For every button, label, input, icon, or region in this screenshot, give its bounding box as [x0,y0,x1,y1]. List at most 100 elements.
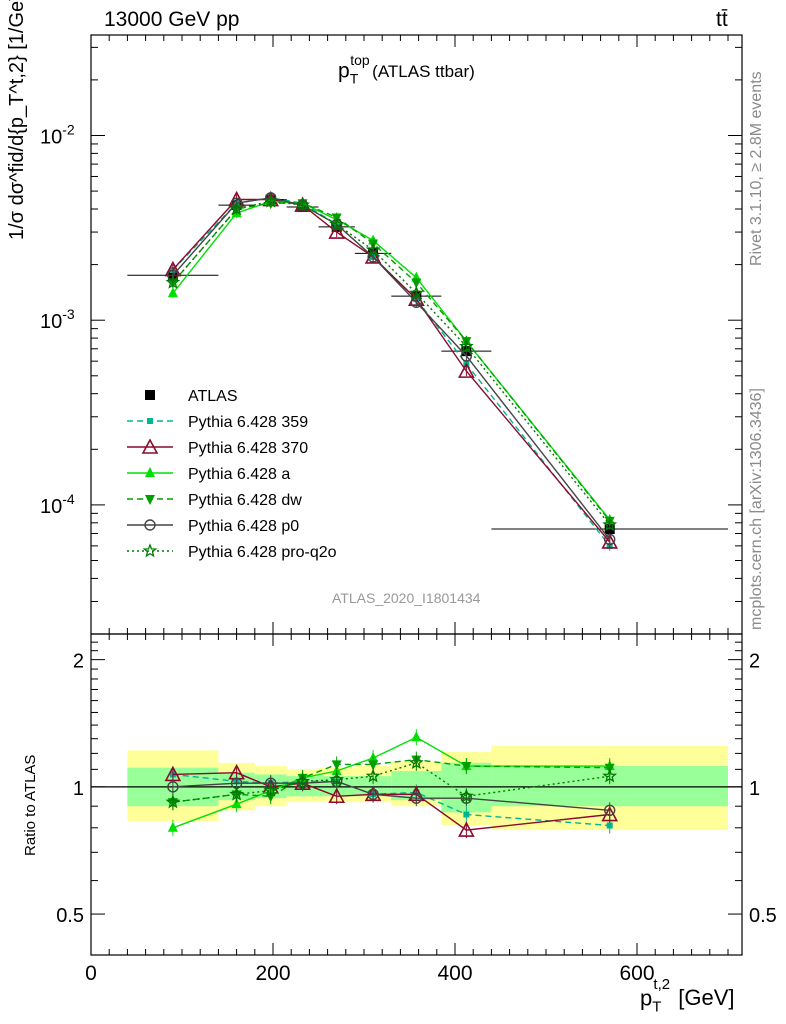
legend-entry: Pythia 6.428 a [127,466,290,483]
title-sup: top [350,52,370,68]
legend-marker [145,467,155,477]
legend-entry: Pythia 6.428 pro-q2o [127,543,337,561]
x-axis-label: pTt,2 [GeV] [640,976,740,1016]
x-axis-label-sup: t,2 [653,976,671,993]
series-line [172,197,611,540]
ratio-y-tick-label-right: 0.5 [749,905,777,927]
ratio-point [167,781,179,793]
axes: 0 200 400 600 10-2 10-3 10-4 2 2 1 1 0.5 0.5 [40,34,777,985]
data-point [458,362,475,378]
ratio-point [602,768,618,783]
legend-marker [147,418,153,424]
x-tick-label: 200 [255,962,290,985]
data-point [604,533,616,546]
ratio-point [461,762,472,773]
legend-entry: Pythia 6.428 370 [127,438,308,457]
data-point [408,285,424,300]
ratio-point [604,804,616,817]
legend-label: Pythia 6.428 p0 [188,518,299,535]
data-point [364,248,382,264]
legend-entry: Pythia 6.428 p0 [127,518,299,535]
data-point [263,193,279,208]
legend-label: Pythia 6.428 359 [188,414,308,431]
ratio-point [263,782,279,797]
ratio-point [459,788,474,803]
main-y-tick-label: 10-4 [40,491,75,518]
ratio-point [331,760,342,771]
data-point [411,278,422,289]
ratio-uncertainty-bands [127,745,728,831]
x-axis-label-sub: T [652,998,662,1016]
legend-entry: Pythia 6.428 359 [127,414,308,431]
ratio-point [606,822,613,829]
x-tick-label: 600 [619,962,654,985]
data-point [295,197,311,212]
main-y-tick-label: 10-2 [40,121,75,148]
ratio-y-axis-label-text: Ratio to ATLAS [22,754,39,856]
data-point [167,287,178,298]
data-point [328,223,346,239]
ratio-y-axis-label: Ratio to ATLAS [22,755,39,856]
ratio-point [367,788,379,801]
ratio-point [463,811,470,818]
ratio-point [165,794,181,809]
legend-marker [141,438,159,454]
ratio-point [231,798,242,809]
data-point [329,216,345,231]
data-point [229,201,244,216]
process-label: tt̄ [716,8,728,31]
series-pythia-6-428-pro-q2o [165,193,618,532]
analysis-watermark: ATLAS_2020_I1801434 [332,590,481,606]
main-plot-title: pTtop (ATLAS ttbar) [338,52,485,87]
ratio-series-pythia-6-428-dw [167,751,615,811]
legend-label: ATLAS [188,388,238,405]
main-y-axis-label-text: 1/σ dσ^fid/d{p_T^t,2} [1/GeV] [6,0,28,240]
ratio-y-tick-label-right: 2 [749,651,760,673]
ratio-point [328,787,346,804]
ratio-y-tick-label-left: 1 [73,778,84,800]
legend-entry: Pythia 6.428 dw [127,492,302,509]
title-sub: T [349,70,359,87]
ratio-point [410,792,423,804]
data-point [602,516,618,532]
legend-label: Pythia 6.428 dw [188,492,302,509]
data-point [601,533,619,549]
ratio-point [229,786,244,801]
x-tick-label: 0 [85,962,97,985]
main-plot-series [127,190,728,551]
main-y-tick-label: 10-3 [40,306,75,333]
ratio-point [295,773,311,788]
ratio-point [167,821,178,832]
ratio-point [408,755,424,770]
ratio-series-pythia-6-428-pro-q2o [165,754,618,811]
title-rest: (ATLAS ttbar) [372,62,475,82]
x-axis-label-unit: [GeV] [678,985,735,1011]
ratio-plot-series [164,729,619,839]
mcplots-reference-label: mcplots.cern.ch [arXiv:1306.3436] [748,388,765,630]
legend-marker [145,495,155,505]
legend-label: Pythia 6.428 pro-q2o [188,544,337,561]
legend-label: Pythia 6.428 370 [188,440,308,457]
title-main: p [338,59,350,83]
ratio-y-tick-label-left: 2 [73,651,84,673]
ratio-point [365,768,381,783]
x-tick-label: 400 [437,962,472,985]
legend: ATLAS Pythia 6.428 359 Pythia 6.428 370 Pyt… [127,388,337,561]
ratio-point [329,771,345,786]
data-point [459,338,474,353]
ratio-y-tick-label-left: 0.5 [56,905,84,927]
x-axis-label-main: p [640,985,653,1011]
beam-energy-label: 13000 GeV pp [104,8,240,31]
rivet-version-label: Rivet 3.1.10, ≥ 2.8M events [748,71,765,266]
legend-label: Pythia 6.428 a [188,466,290,483]
legend-marker [145,390,155,400]
data-point [365,242,381,257]
series-atlas [127,194,728,535]
series-line [172,198,611,543]
ratio-point [458,821,475,837]
ratio-plot-frame [90,633,743,956]
main-y-axis-label: 1/σ dσ^fid/d{p_T^t,2} [1/GeV] [6,0,29,240]
ratio-point [368,760,379,771]
legend-marker [142,543,158,558]
